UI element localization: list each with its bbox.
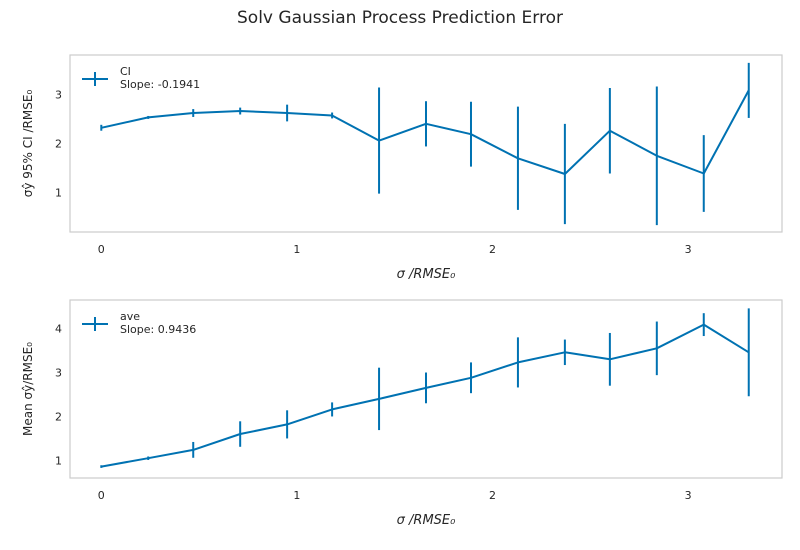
ci-legend: CI Slope: -0.1941 [82, 65, 200, 91]
ci-ticks: 0 1 2 3 1 2 3 [55, 88, 692, 256]
figure-title: Solv Gaussian Process Prediction Error [237, 8, 563, 28]
mean-x-tick-label: 3 [685, 489, 692, 502]
ci-x-tick-label: 1 [293, 243, 300, 256]
mean-y-tick-label: 1 [55, 454, 62, 467]
ci-legend-label: CI [120, 65, 131, 78]
ci-plot-frame [69, 54, 783, 233]
mean-y-tick-label: 3 [55, 367, 62, 380]
mean-ticks: 0 1 2 3 1 2 3 4 [55, 323, 692, 502]
ci-panel: 0 1 2 3 1 2 3 CI Slope: -0.1941 σ /RMSE₀ σŷ 95… [21, 54, 783, 282]
ci-x-tick-label: 2 [489, 243, 496, 256]
ci-legend-slope: Slope: -0.1941 [120, 78, 200, 91]
ci-x-tick-label: 3 [685, 243, 692, 256]
ci-x-tick-label: 0 [98, 243, 105, 256]
mean-y-tick-label: 4 [55, 323, 62, 336]
mean-legend-slope: Slope: 0.9436 [120, 323, 196, 336]
ci-y-tick-label: 2 [55, 138, 62, 151]
mean-x-tick-label: 2 [489, 489, 496, 502]
ci-y-tick-label: 3 [55, 88, 62, 101]
mean-x-axis-label: σ /RMSE₀ [397, 513, 456, 528]
mean-y-tick-label: 2 [55, 410, 62, 423]
mean-x-tick-label: 0 [98, 489, 105, 502]
mean-panel: 0 1 2 3 1 2 3 4 ave Slope: 0.9436 σ /RMSE₀ Mean… [21, 299, 783, 528]
mean-legend: ave Slope: 0.9436 [82, 310, 196, 336]
mean-y-axis-label: Mean σŷ/RMSE₀ [21, 342, 35, 436]
ci-series-marks [100, 62, 750, 226]
ci-y-tick-label: 1 [55, 187, 62, 200]
ci-y-axis-label: σŷ 95% CI /RMSE₀ [21, 90, 35, 198]
mean-x-tick-label: 1 [293, 489, 300, 502]
mean-series-marks [100, 308, 750, 468]
ci-x-axis-label: σ /RMSE₀ [397, 267, 456, 282]
mean-plot-frame [69, 299, 783, 479]
mean-legend-label: ave [120, 310, 140, 323]
